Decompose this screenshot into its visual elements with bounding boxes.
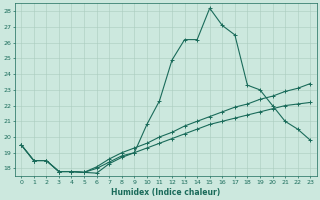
X-axis label: Humidex (Indice chaleur): Humidex (Indice chaleur) bbox=[111, 188, 220, 197]
